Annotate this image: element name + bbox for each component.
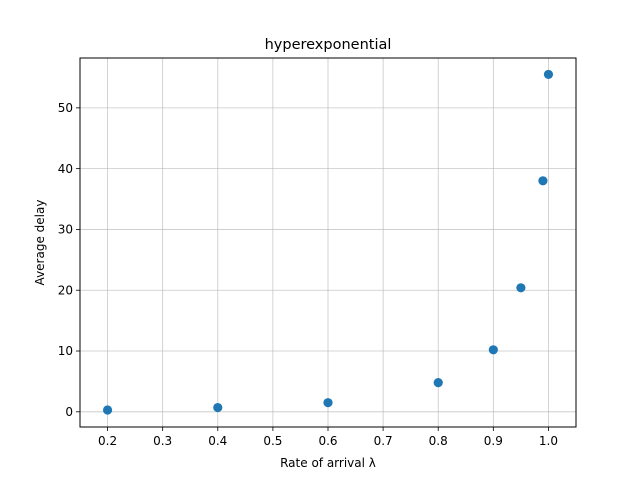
axis-ticks: 0.2 0.3 0.4 0.5 0.6 0.7 0.8 0.9 1.0 0 10 20 30 40 50 bbox=[58, 101, 558, 448]
y-axis-label: Average delay bbox=[33, 200, 47, 286]
y-tick-label: 30 bbox=[58, 223, 73, 237]
data-point bbox=[433, 378, 443, 388]
x-tick-label: 0.5 bbox=[263, 434, 282, 448]
x-tick-label: 1.0 bbox=[539, 434, 558, 448]
data-point bbox=[102, 405, 113, 415]
data-point bbox=[543, 69, 554, 80]
x-tick-label: 0.7 bbox=[374, 434, 393, 448]
y-tick-label: 40 bbox=[58, 162, 73, 176]
data-point bbox=[488, 345, 498, 355]
x-tick-label: 0.9 bbox=[484, 434, 503, 448]
chart-title: hyperexponential bbox=[265, 37, 392, 53]
x-axis-label: Rate of arrival λ bbox=[280, 456, 376, 470]
y-tick-label: 20 bbox=[58, 283, 73, 297]
y-tick-label: 50 bbox=[58, 101, 73, 115]
x-tick-label: 0.4 bbox=[208, 434, 227, 448]
data-point bbox=[213, 402, 223, 413]
x-tick-label: 0.3 bbox=[153, 434, 172, 448]
data-point bbox=[323, 398, 333, 408]
x-tick-label: 0.8 bbox=[429, 434, 448, 448]
y-tick-label: 0 bbox=[65, 405, 73, 419]
x-tick-label: 0.6 bbox=[318, 434, 337, 448]
x-tick-label: 0.2 bbox=[98, 434, 117, 448]
grid bbox=[80, 58, 576, 427]
data-points bbox=[102, 69, 554, 415]
data-point bbox=[538, 176, 548, 186]
data-point bbox=[516, 283, 526, 293]
y-tick-label: 10 bbox=[58, 344, 73, 358]
